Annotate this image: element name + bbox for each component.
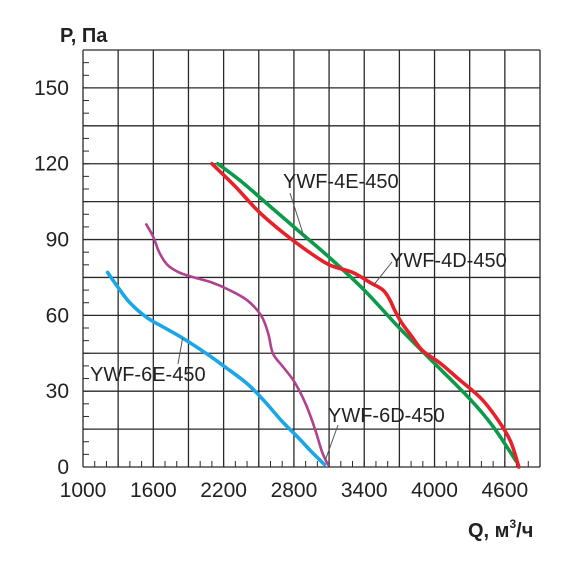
x-axis-title-suffix: /ч [516,520,533,542]
leader-ywf-6e-450 [177,338,184,365]
x-tick-label-1600: 1600 [130,479,177,502]
y-axis-title: P, Па [60,25,108,47]
x-axis-title-superscript: 3 [509,517,516,531]
y-tick-label-60: 60 [46,304,69,327]
annotation-leaders [177,192,393,460]
leader-ywf-4d-450 [373,261,393,286]
series-line-ywf-4d-450 [210,161,521,469]
series-label-ywf-6d-450: YWF-6D-450 [328,405,445,427]
y-tick-label-90: 90 [46,229,69,252]
series-label-ywf-4d-450: YWF-4D-450 [390,250,507,272]
y-tick-label-30: 30 [46,380,69,403]
x-tick-label-4000: 4000 [411,479,458,502]
y-tick-label-0: 0 [57,456,69,479]
x-tick-label-3400: 3400 [341,479,388,502]
tick-labels-layer: 1000 1600 2200 2800 3400 4000 4600 0 30 60 90 120 15… [34,77,528,502]
series-line-ywf-6d-450 [145,223,330,466]
y-tick-label-150: 150 [34,77,69,100]
x-tick-label-2200: 2200 [200,479,247,502]
x-tick-label-4600: 4600 [481,479,528,502]
y-tick-label-120: 120 [34,153,69,176]
series-label-ywf-4e-450: YWF-4E-450 [283,171,399,193]
minor-ticks-layer [82,49,541,468]
x-axis-title: Q, м3/ч [468,517,533,542]
series-line-ywf-6e-450 [105,270,327,467]
grid-layer [82,49,541,468]
leader-ywf-4e-450 [289,192,304,235]
x-tick-label-1000: 1000 [60,479,107,502]
leader-ywf-6d-450 [325,424,339,460]
x-axis-title-main: Q, м [468,520,509,542]
series-layer [105,161,521,469]
series-label-ywf-6e-450: YWF-6E-450 [90,364,206,386]
series-line-ywf-4e-450 [216,161,519,464]
x-tick-label-2800: 2800 [271,479,318,502]
